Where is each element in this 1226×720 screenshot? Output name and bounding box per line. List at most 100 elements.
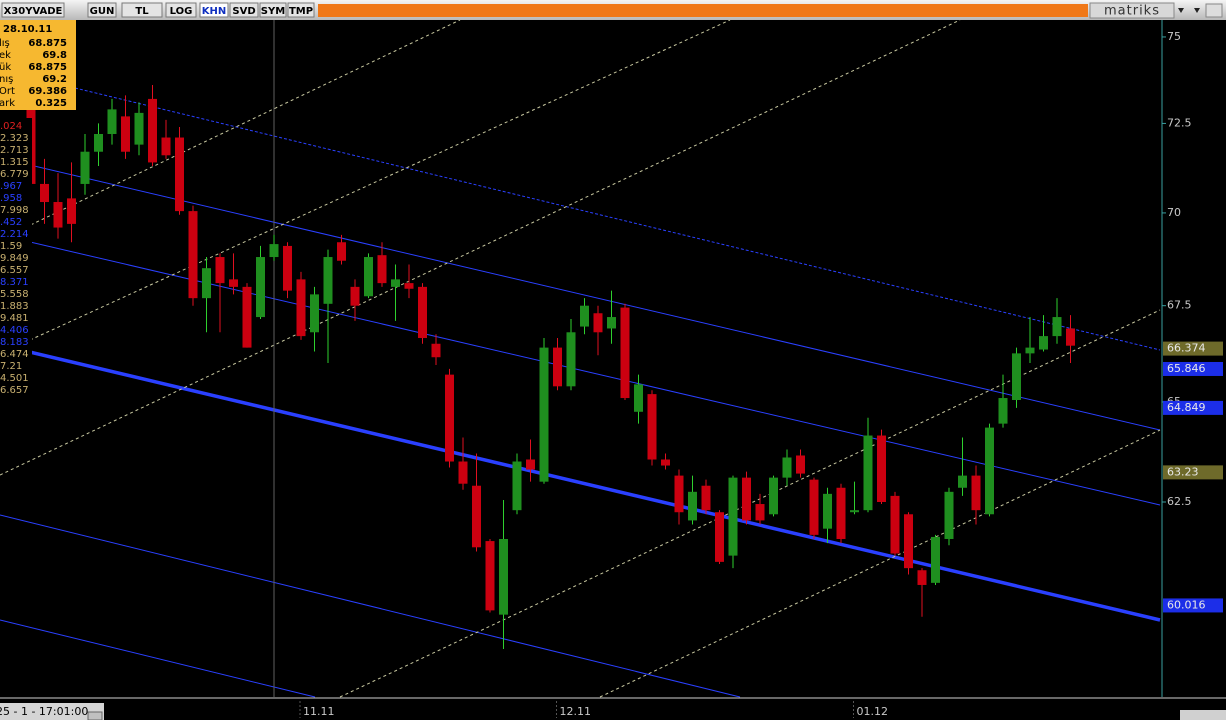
candle-body [877,435,886,502]
side-label: 9.481 [0,313,29,324]
info-box [0,20,76,110]
candle-body [796,455,805,474]
window-button[interactable] [1205,3,1223,18]
toolbar-button-label: SVD [232,6,255,17]
toolbar-button[interactable] [87,2,117,18]
side-label: .967 [0,181,22,192]
toolbar-button[interactable] [1,2,65,18]
candle-body [661,459,670,466]
info-value: 69.386 [28,86,67,97]
side-label: 4.501 [0,373,29,384]
candle-body [188,211,198,299]
y-tick-label: 67.5 [1167,299,1192,312]
side-label: 1.59 [0,241,22,252]
candle-body [499,538,508,615]
price-label: 63.23 [1167,465,1199,478]
toolbar-button-label: GUN [90,6,115,17]
brand-box [1089,2,1175,19]
price-label-box [1163,361,1223,376]
toolbar-button-label: SYM [261,6,285,17]
candle-body [350,286,360,306]
brand: matriks [1104,4,1160,19]
x-tick-label: 11.11 [303,705,335,718]
toolbar-button[interactable] [165,2,197,18]
toolbar-button-label: KHN [202,6,227,17]
candle-body [1066,328,1075,346]
candle-body [647,394,657,460]
candle-body [674,475,684,513]
toolbar-strip [318,4,1088,17]
info-label: ük [0,62,11,73]
candle-body [1012,353,1021,400]
toolbar-button-label: LOG [170,6,193,17]
candle-body [526,459,535,470]
candle-body [1052,317,1062,337]
candle-body [580,305,589,327]
candle-body [742,477,751,521]
x-tick-label: 01.12 [857,705,889,718]
price-label: 65.846 [1167,362,1206,375]
toolbar-button[interactable] [287,2,315,18]
x-tick-label: 12.11 [560,705,592,718]
close-button[interactable] [87,711,103,720]
side-label: 2.214 [0,229,29,240]
side-label: 7.998 [0,205,29,216]
info-label: lış [0,38,10,49]
candle-body [458,461,468,484]
candle-body [80,151,90,184]
info-label: ek [0,50,11,61]
candle-body [728,477,738,556]
toolbar-button[interactable] [121,2,163,18]
candle-body [539,347,549,482]
candle-body [215,257,225,284]
side-label: 8.183 [0,337,29,348]
price-label: 66.374 [1167,342,1206,355]
toolbar-button-label: TMP [289,6,313,17]
info-label: ark [0,98,15,109]
candle-body [512,461,522,511]
side-label: 2.323 [0,133,29,144]
candle-body [782,457,792,478]
candle-body [202,268,211,299]
side-label: 5.558 [0,289,29,300]
info-value: 0.325 [35,98,67,109]
side-label: 4.406 [0,325,29,336]
side-label: 8.371 [0,277,29,288]
side-label: 2.713 [0,145,29,156]
toolbar-button[interactable] [229,2,259,18]
candle-body [634,384,643,412]
side-label: 1.883 [0,301,29,312]
study-lines [0,19,1161,698]
y-tick-label: 70 [1167,206,1181,219]
candle-body [40,183,49,203]
candle-body [445,374,454,462]
corner-box [1180,710,1226,720]
price-label-box [1163,598,1223,613]
candle-body [161,137,171,156]
dropdown-arrows[interactable] [1178,8,1200,13]
candle-body [364,257,373,297]
candle-body [836,487,846,539]
candle-body [121,116,130,152]
price-label-box [1163,465,1223,480]
candle-body [472,485,481,548]
y-axis-labels: 62.56567.57072.57565.84666.37464.84963.2… [1162,30,1223,613]
side-label: .452 [0,217,22,228]
candle-body [553,347,562,387]
candle-body [337,242,346,261]
info-value: 68.875 [28,38,67,49]
candle-body [985,427,994,515]
candle-body [998,398,1008,424]
y-tick-label: 75 [1167,30,1181,43]
candle-body [1025,347,1035,354]
candle-body [863,435,873,511]
candle-body [256,257,265,318]
toolbar-button[interactable] [199,2,229,18]
side-labels: .0242.3232.7131.3156.779.967.9587.998.45… [0,121,29,396]
candle-body [107,109,117,134]
toolbar-button[interactable] [259,2,287,18]
candle-body [809,479,819,535]
candle-body [310,294,319,333]
candle-body [904,514,913,569]
